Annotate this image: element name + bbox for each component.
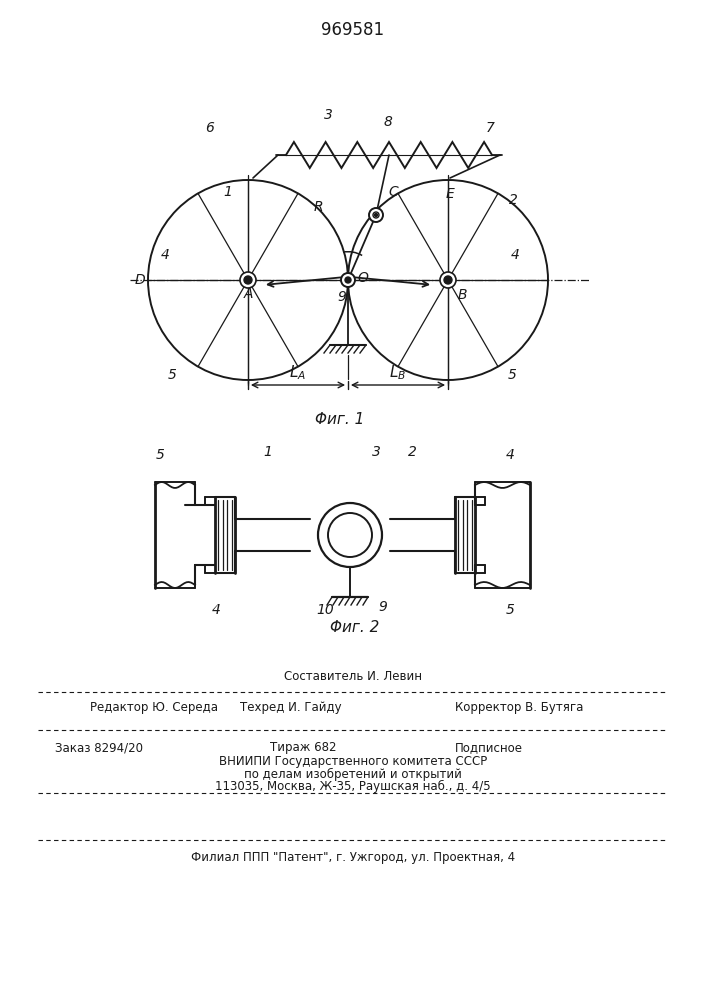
Circle shape — [328, 513, 372, 557]
Text: Φиг. 1: Φиг. 1 — [315, 412, 365, 428]
Text: 1: 1 — [223, 185, 233, 199]
Text: 4: 4 — [510, 248, 520, 262]
Text: 5: 5 — [168, 368, 177, 382]
Text: 5: 5 — [506, 603, 515, 617]
Text: O: O — [358, 271, 368, 285]
Text: B: B — [457, 288, 467, 302]
Text: по делам изобретений и открытий: по делам изобретений и открытий — [244, 767, 462, 781]
Circle shape — [240, 272, 256, 288]
Text: 5: 5 — [156, 448, 165, 462]
Circle shape — [444, 276, 452, 284]
Text: 4: 4 — [506, 448, 515, 462]
Text: 8: 8 — [384, 115, 392, 129]
Text: D: D — [135, 273, 146, 287]
Text: 6: 6 — [206, 121, 214, 135]
Text: 9: 9 — [378, 600, 387, 614]
Text: Редактор Ю. Середа: Редактор Ю. Середа — [90, 702, 218, 714]
Text: Составитель И. Левин: Составитель И. Левин — [284, 670, 422, 684]
Text: 7: 7 — [486, 121, 494, 135]
Text: ВНИИПИ Государственного комитета СССР: ВНИИПИ Государственного комитета СССР — [219, 756, 487, 768]
Circle shape — [341, 273, 355, 287]
Text: 10: 10 — [316, 603, 334, 617]
Text: E: E — [445, 187, 455, 201]
Circle shape — [440, 272, 456, 288]
Text: 5: 5 — [508, 368, 516, 382]
Text: 969581: 969581 — [322, 21, 385, 39]
Text: 4: 4 — [211, 603, 221, 617]
Text: 3: 3 — [324, 108, 332, 122]
Text: 1: 1 — [264, 445, 272, 459]
Text: 4: 4 — [160, 248, 170, 262]
Text: R: R — [313, 200, 323, 214]
Text: 2: 2 — [407, 445, 416, 459]
Text: $L_A$: $L_A$ — [289, 364, 307, 382]
Text: C: C — [388, 185, 398, 199]
Circle shape — [318, 503, 382, 567]
Circle shape — [345, 277, 351, 283]
Text: 9: 9 — [337, 290, 346, 304]
Text: Подписное: Подписное — [455, 742, 523, 754]
Text: A: A — [243, 287, 252, 301]
Text: Филиал ППП "Патент", г. Ужгород, ул. Проектная, 4: Филиал ППП "Патент", г. Ужгород, ул. Про… — [191, 850, 515, 863]
Circle shape — [375, 214, 378, 217]
Text: 2: 2 — [508, 193, 518, 207]
Text: Тираж 682: Тираж 682 — [270, 742, 337, 754]
Text: Заказ 8294/20: Заказ 8294/20 — [55, 742, 143, 754]
Circle shape — [373, 212, 379, 218]
Text: Техред И. Гайду: Техред И. Гайду — [240, 702, 341, 714]
Text: 3: 3 — [372, 445, 380, 459]
Circle shape — [369, 208, 383, 222]
Text: Корректор В. Бутяга: Корректор В. Бутяга — [455, 702, 583, 714]
Circle shape — [244, 276, 252, 284]
Text: 113035, Москва, Ж-35, Раушская наб., д. 4/5: 113035, Москва, Ж-35, Раушская наб., д. … — [215, 779, 491, 793]
Text: Φиг. 2: Φиг. 2 — [330, 620, 380, 636]
Text: $L_B$: $L_B$ — [390, 364, 407, 382]
